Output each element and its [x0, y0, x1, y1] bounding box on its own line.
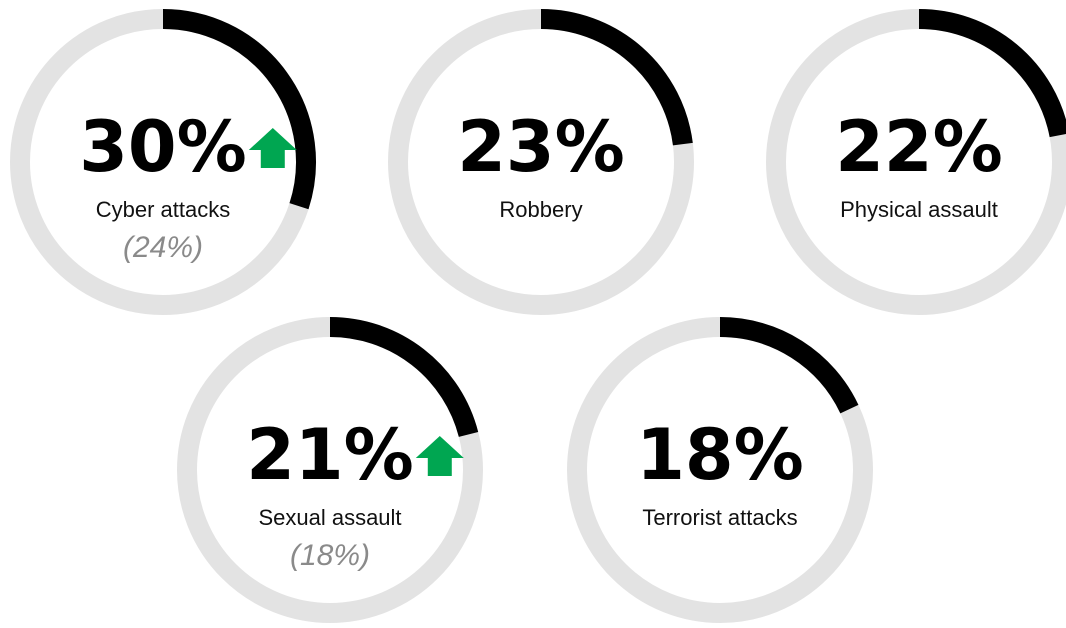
- donut: 18% Terrorist attacks: [567, 317, 873, 623]
- comparison-label: (18%): [290, 539, 370, 572]
- trend-arrow: [415, 436, 464, 476]
- comparison-label: (24%): [123, 231, 203, 264]
- donut: 23% Robbery: [388, 9, 694, 315]
- donut: 22% Physical assault: [766, 9, 1066, 315]
- value-label: 21%: [246, 414, 414, 496]
- donut-arc: [719, 317, 859, 414]
- value-label: 22%: [835, 106, 1003, 188]
- category-label: Terrorist attacks: [642, 505, 797, 530]
- value-label: 30%: [79, 106, 247, 188]
- donut: 21% Sexual assault (18%): [177, 317, 483, 623]
- value-label: 18%: [636, 414, 804, 496]
- category-label: Physical assault: [840, 197, 998, 222]
- donut-arc: [540, 9, 693, 146]
- category-label: Robbery: [499, 197, 582, 222]
- value-label: 23%: [457, 106, 625, 188]
- donut-arc: [162, 9, 316, 210]
- donut: 30% Cyber attacks (24%): [10, 9, 316, 315]
- trend-arrow: [248, 128, 297, 168]
- category-label: Cyber attacks: [96, 197, 231, 222]
- donut-arc: [918, 9, 1066, 138]
- category-label: Sexual assault: [258, 505, 401, 530]
- donut-arc: [329, 317, 479, 438]
